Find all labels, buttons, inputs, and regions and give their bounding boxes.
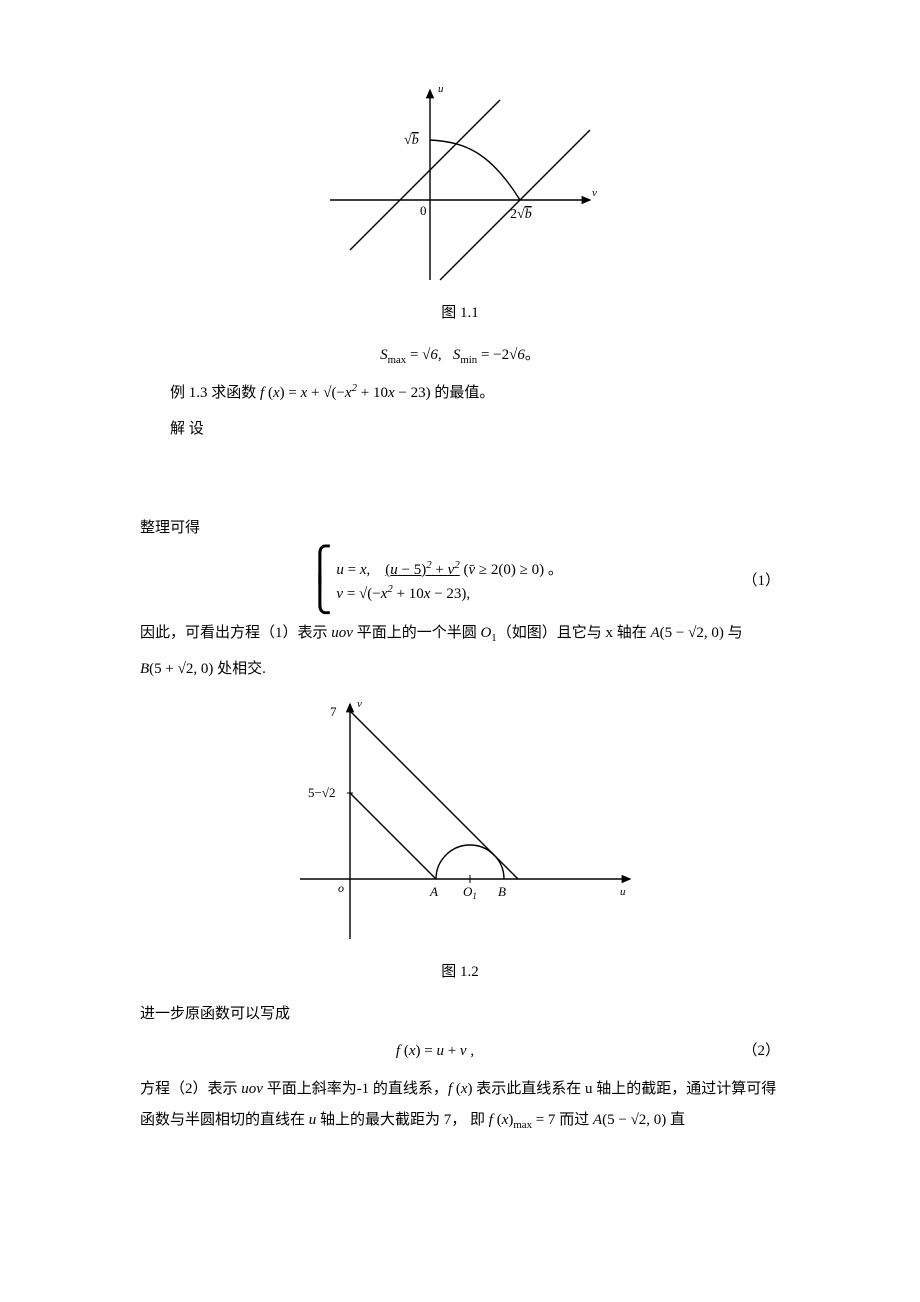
rearrange-label: 整理可得 — [140, 513, 780, 545]
para-semicircle-2: B(5 + √2, 0) 处相交. — [140, 654, 780, 686]
point-B: B(5 + √2, 0) — [140, 661, 213, 677]
svg-text:v: v — [592, 187, 597, 199]
pf-t5: 而过 — [555, 1112, 593, 1128]
svg-text:u: u — [620, 886, 626, 898]
svg-text:0: 0 — [420, 203, 427, 218]
svg-text:o: o — [338, 881, 344, 895]
para-semi-mid: 平面上的一个半圆 — [353, 625, 481, 641]
svg-text:A: A — [429, 884, 438, 899]
eq-1-number: （1） — [730, 566, 780, 598]
figure-1-1-svg: u v 0 √b 2√b — [310, 80, 610, 290]
para-semi-pre: 因此，可看出方程（1）表示 — [140, 625, 331, 641]
para-semicircle: 因此，可看出方程（1）表示 uov 平面上的一个半圆 O1（如图）且它与 x 轴… — [140, 618, 780, 650]
pf-t4: 轴上的最大截距为 7， 即 — [316, 1112, 489, 1128]
svg-text:5−√2: 5−√2 — [308, 785, 335, 800]
svg-text:7: 7 — [330, 704, 337, 719]
example-label: 例 1.3 求函数 — [170, 385, 260, 401]
example-func: f (x) = x + √(−x2 + 10x − 23) — [260, 385, 431, 401]
example-1-3: 例 1.3 求函数 f (x) = x + √(−x2 + 10x − 23) … — [140, 377, 780, 410]
svg-text:2√b: 2√b — [510, 207, 532, 222]
para-further: 进一步原函数可以写成 — [140, 999, 780, 1031]
para-semi-and: 与 — [724, 625, 743, 641]
para-final: 方程（2）表示 uov 平面上斜率为-1 的直线系，f (x) 表示此直线系在 … — [140, 1074, 780, 1137]
svg-text:v: v — [357, 698, 362, 710]
figure-1-2-svg: o v u 7 5−√2 A O1 B — [270, 689, 650, 949]
eq-2-number: （2） — [730, 1036, 780, 1068]
eq-smaxmin: Smax = √6, Smin = −2√6。 — [140, 340, 780, 372]
pf-t1: 方程（2）表示 — [140, 1081, 241, 1097]
svg-text:u: u — [438, 83, 444, 95]
solution-label: 解 设 — [140, 414, 780, 446]
para-semi-after: （如图）且它与 x 轴在 — [497, 625, 651, 641]
para-semi-end: 处相交. — [213, 661, 266, 677]
figure-1-2-caption: 图 1.2 — [140, 957, 780, 989]
uov-2: uov — [241, 1081, 263, 1097]
svg-text:B: B — [498, 884, 506, 899]
example-tail: 的最值。 — [434, 385, 494, 401]
point-A: A(5 − √2, 0) — [650, 625, 723, 641]
pf-t6: 直 — [666, 1112, 685, 1128]
figure-1-1-caption: 图 1.1 — [140, 298, 780, 330]
svg-text:√b: √b — [404, 133, 419, 148]
figure-1-1: u v 0 √b 2√b — [140, 80, 780, 290]
uov-1: uov — [331, 625, 353, 641]
figure-1-2: o v u 7 5−√2 A O1 B — [140, 689, 780, 949]
pf-t2: 平面上斜率为-1 的直线系， — [263, 1081, 448, 1097]
svg-text:O1: O1 — [463, 884, 477, 901]
eq-system-1: ⎧⎩ u = x, (u − 5)2 + v2 (v̄ ≥ 2(0) ≥ 0) … — [140, 551, 780, 612]
eq-2: f (x) = u + v , （2） — [140, 1036, 780, 1068]
